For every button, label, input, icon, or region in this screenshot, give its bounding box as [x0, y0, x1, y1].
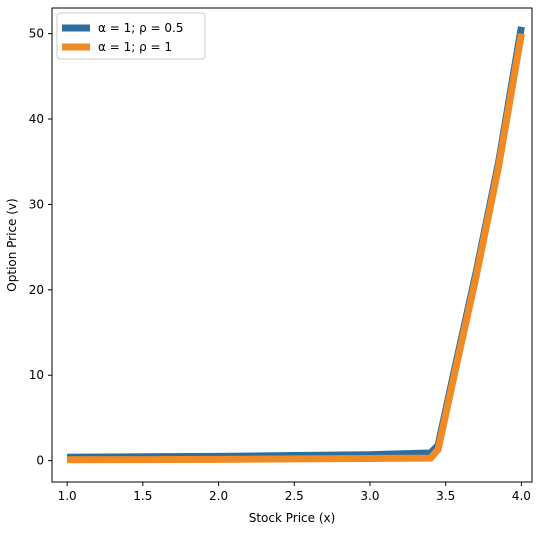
y-tick-label: 50: [29, 27, 44, 41]
x-tick-label: 1.0: [58, 489, 77, 503]
legend-label-2: α = 1; ρ = 1: [98, 40, 172, 54]
y-axis-label: Option Price (v): [5, 198, 19, 291]
x-axis-label: Stock Price (x): [249, 511, 336, 525]
x-tick-label: 3.5: [436, 489, 455, 503]
series-line-2: [67, 33, 525, 464]
y-tick-label: 40: [29, 112, 44, 126]
x-tick-label: 4.0: [512, 489, 531, 503]
x-tick-label: 2.0: [209, 489, 228, 503]
plot-area-frame: [51, 7, 533, 483]
x-tick-label: 1.5: [133, 489, 152, 503]
y-tick-label: 0: [36, 454, 44, 468]
legend-box: [56, 12, 206, 60]
legend-label-1: α = 1; ρ = 0.5: [98, 21, 183, 35]
y-tick-label: 10: [29, 368, 44, 382]
x-tick-label: 3.0: [360, 489, 379, 503]
y-tick-label: 30: [29, 197, 44, 211]
y-tick-label: 20: [29, 283, 44, 297]
x-tick-label: 2.5: [285, 489, 304, 503]
